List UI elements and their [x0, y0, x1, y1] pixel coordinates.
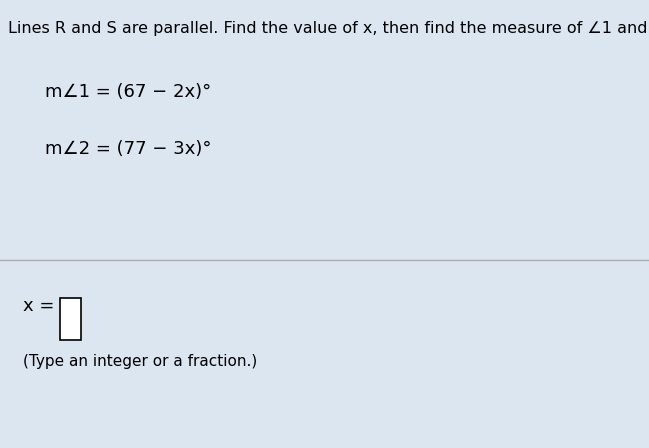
Text: x =: x =	[23, 297, 54, 315]
Text: m∠2 = (77 − 3x)°: m∠2 = (77 − 3x)°	[45, 140, 212, 158]
Text: (Type an integer or a fraction.): (Type an integer or a fraction.)	[23, 354, 257, 369]
FancyBboxPatch shape	[60, 298, 81, 340]
Text: Lines R and S are parallel. Find the value of x, then find the measure of ∠1 and: Lines R and S are parallel. Find the val…	[8, 21, 649, 36]
Text: m∠1 = (67 − 2x)°: m∠1 = (67 − 2x)°	[45, 83, 212, 101]
